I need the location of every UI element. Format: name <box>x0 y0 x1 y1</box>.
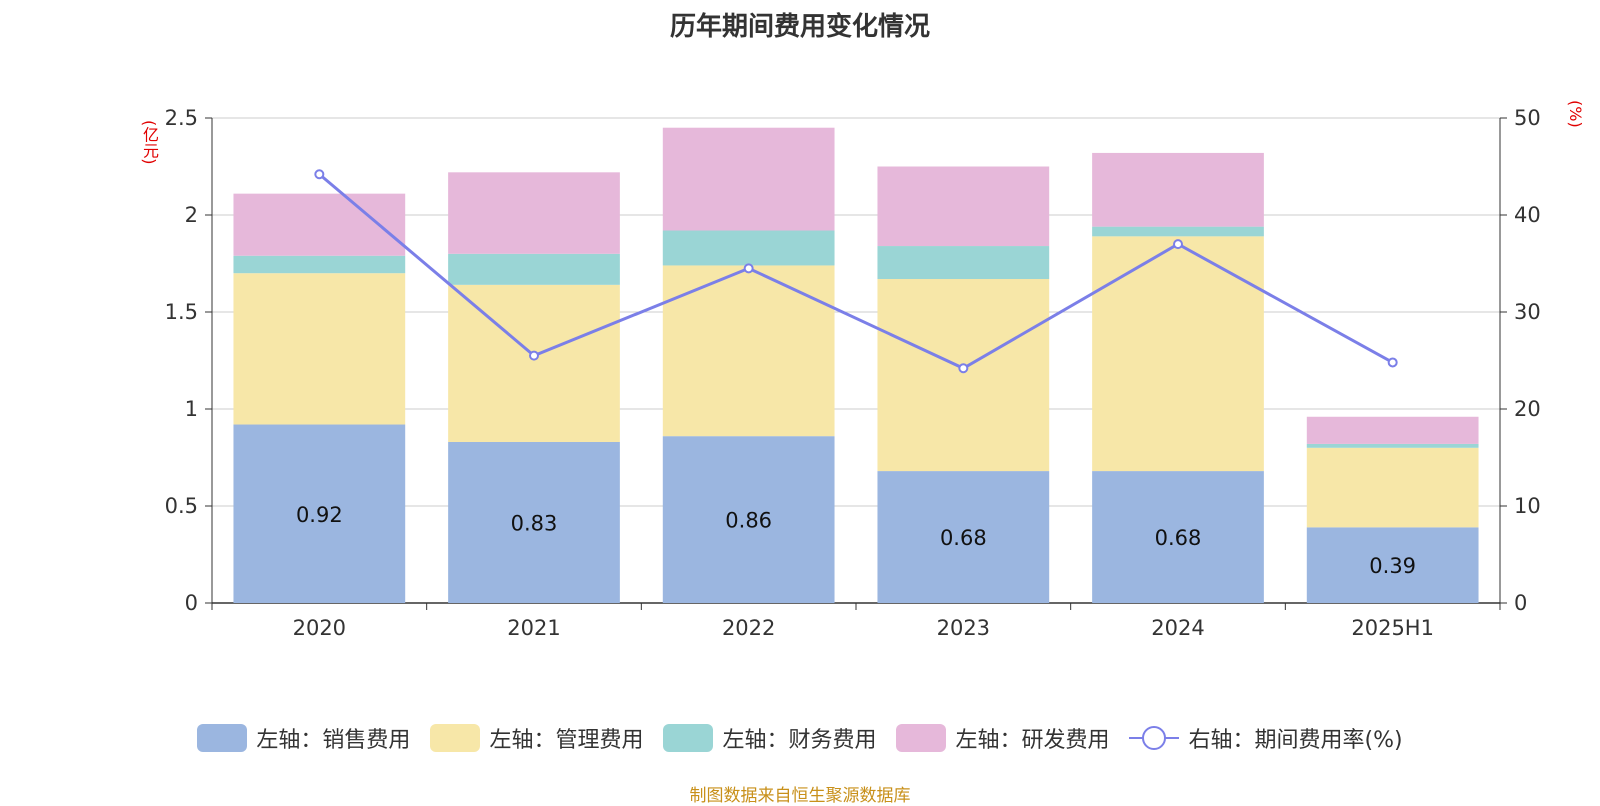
legend-item[interactable]: 右轴：期间费用率(%) <box>1129 722 1403 754</box>
bar-segment <box>1092 236 1264 472</box>
expense-rate-point <box>1387 357 1398 368</box>
bar-segment <box>1306 447 1479 528</box>
bar-segment <box>233 273 406 425</box>
expense-rate-point <box>1173 239 1183 250</box>
bar-segment <box>662 265 835 437</box>
legend-label: 右轴：期间费用率(%) <box>1188 728 1403 753</box>
bar-segment <box>1092 226 1264 237</box>
expense-rate-point <box>314 169 325 180</box>
left-axis-unit: (亿元) <box>140 120 159 165</box>
legend-swatch <box>430 724 481 752</box>
legend-label: 左轴：财务费用 <box>722 728 877 753</box>
bar-segment <box>662 127 835 231</box>
data-label: 0.92 <box>296 503 343 527</box>
legend-swatch <box>1129 724 1180 752</box>
data-label: 0.83 <box>511 511 558 535</box>
x-axis-tick-label: 2020 <box>293 616 346 640</box>
bar-segment <box>448 253 620 285</box>
bar-segment <box>448 284 620 442</box>
x-axis-tick-label: 2021 <box>507 616 560 640</box>
bar-segment <box>448 441 620 603</box>
right-axis-unit: (%) <box>1566 100 1585 128</box>
right-axis-tick-label: 20 <box>1514 397 1541 421</box>
bar-segment <box>877 166 1050 247</box>
right-axis-tick-label: 0 <box>1514 591 1527 615</box>
expense-rate-line <box>318 173 1394 370</box>
left-axis-tick-label: 2 <box>185 203 198 227</box>
chart-legend: 左轴：销售费用 左轴：管理费用 左轴：财务费用 左轴：研发费用 右轴：期间费用率(%) <box>0 722 1600 754</box>
legend-label: 左轴：销售费用 <box>256 728 411 753</box>
expense-rate-point <box>743 263 754 274</box>
bar-segment <box>662 436 835 603</box>
bar-segment <box>1306 527 1479 603</box>
legend-item[interactable]: 左轴：销售费用 <box>197 722 410 754</box>
bar-segment <box>1306 443 1479 448</box>
right-axis-tick-label: 40 <box>1514 203 1541 227</box>
data-label: 0.86 <box>725 509 772 533</box>
left-axis-tick-label: 1.5 <box>165 300 198 324</box>
left-axis-tick-label: 0 <box>185 591 198 615</box>
expense-rate-point <box>958 363 969 374</box>
bar-segment <box>877 246 1050 280</box>
data-source-note: 制图数据来自恒生聚源数据库 <box>689 786 911 806</box>
expense-rate-point <box>529 350 539 361</box>
x-axis-tick-label: 2024 <box>1151 616 1204 640</box>
bar-segment <box>1092 471 1264 603</box>
left-axis-tick-label: 1 <box>185 397 198 421</box>
left-axis-tick-label: 0.5 <box>165 494 198 518</box>
legend-label: 左轴：研发费用 <box>955 728 1110 753</box>
legend-swatch <box>663 724 714 752</box>
bar-segment <box>448 172 620 254</box>
right-axis-tick-label: 50 <box>1514 106 1541 130</box>
bar-segment <box>233 255 406 274</box>
x-axis-tick-label: 2025H1 <box>1351 616 1434 640</box>
x-axis-tick-label: 2023 <box>937 616 990 640</box>
bar-segment <box>877 471 1050 603</box>
legend-swatch <box>896 724 947 752</box>
x-axis-tick-label: 2022 <box>722 616 775 640</box>
data-label: 0.39 <box>1369 554 1416 578</box>
chart-plot: 0 0.5 1 1.5 2 2.5 0 10 20 30 40 50 2020 2021 2022 2023 2… <box>165 106 1541 640</box>
legend-item[interactable]: 左轴：管理费用 <box>430 722 643 754</box>
legend-item[interactable]: 左轴：研发费用 <box>896 722 1109 754</box>
left-axis-tick-label: 2.5 <box>165 106 198 130</box>
right-axis-tick-label: 10 <box>1514 494 1541 518</box>
chart-title: 历年期间费用变化情况 <box>669 12 930 42</box>
bar-segment <box>1092 152 1264 227</box>
legend-label: 左轴：管理费用 <box>489 728 644 753</box>
legend-item[interactable]: 左轴：财务费用 <box>663 722 876 754</box>
right-axis-tick-label: 30 <box>1514 300 1541 324</box>
bar-segment <box>233 193 406 256</box>
legend-swatch <box>197 724 248 752</box>
data-label: 0.68 <box>940 526 987 550</box>
bar-segment <box>233 424 406 603</box>
bar-segment <box>1306 416 1479 444</box>
bar-segment <box>877 279 1050 472</box>
data-label: 0.68 <box>1155 526 1202 550</box>
bar-segment <box>662 230 835 266</box>
